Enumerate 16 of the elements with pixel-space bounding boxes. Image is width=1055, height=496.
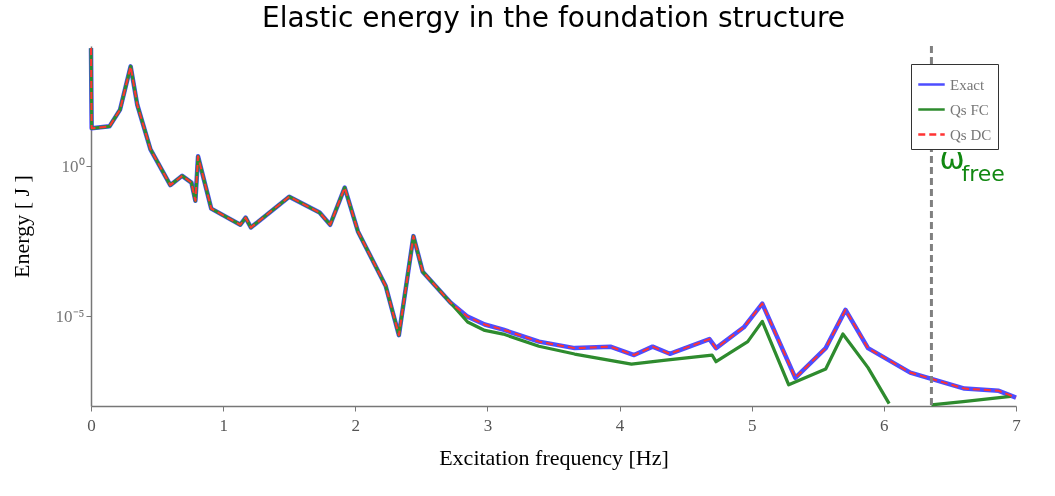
x-tick-label: 1: [219, 415, 228, 435]
y-tick-label: 10⁻⁵: [55, 306, 85, 326]
x-tick-label: 5: [747, 415, 757, 435]
x-tick-label: 0: [87, 415, 96, 435]
legend-label: Exact: [950, 76, 985, 93]
chart-title: Elastic energy in the foundation structure: [261, 0, 846, 34]
legend-label: Qs FC: [950, 101, 989, 118]
legend-label: Qs DC: [950, 126, 992, 143]
y-axis-title: Energy [ J ]: [8, 175, 34, 278]
x-tick-label: 7: [1012, 415, 1022, 435]
x-tick-label: 2: [351, 415, 361, 435]
x-tick-label: 3: [483, 415, 493, 435]
y-tick-label: 10⁰: [61, 156, 85, 176]
x-axis-title: Excitation frequency [Hz]: [439, 444, 669, 470]
x-tick-label: 4: [615, 415, 625, 435]
x-tick-label: 6: [880, 415, 889, 435]
